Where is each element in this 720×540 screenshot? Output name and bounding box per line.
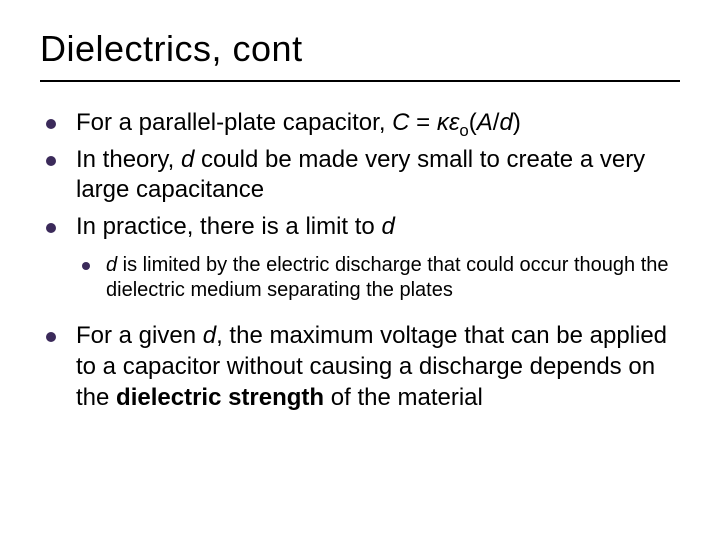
bullet-list: For a parallel-plate capacitor, C = κεo(…: [40, 108, 680, 413]
text-segment: o: [459, 121, 468, 140]
slide-title: Dielectrics, cont: [40, 28, 680, 82]
text-segment: d: [381, 213, 394, 240]
slide: Dielectrics, cont For a parallel-plate c…: [0, 0, 720, 540]
bullet-item: In practice, there is a limit to dd is l…: [40, 212, 680, 303]
text-segment: κε: [437, 109, 460, 136]
text-segment: d: [106, 254, 117, 276]
text-segment: A: [477, 109, 493, 136]
text-segment: of the material: [324, 384, 483, 411]
text-segment: =: [410, 109, 437, 136]
sub-bullet-item: d is limited by the electric discharge t…: [76, 253, 680, 303]
text-segment: d: [203, 322, 216, 349]
text-segment: dielectric strength: [116, 384, 324, 411]
text-segment: (: [469, 109, 477, 136]
text-segment: ): [513, 109, 521, 136]
bullet-item: For a given d, the maximum voltage that …: [40, 321, 680, 413]
text-segment: In theory,: [76, 146, 181, 173]
text-segment: For a given: [76, 322, 203, 349]
bullet-item: In theory, d could be made very small to…: [40, 145, 680, 206]
text-segment: d: [499, 109, 512, 136]
text-segment: For a parallel-plate capacitor,: [76, 109, 392, 136]
text-segment: d: [181, 146, 194, 173]
text-segment: C: [392, 109, 409, 136]
text-segment: In practice, there is a limit to: [76, 213, 381, 240]
sub-bullet-list: d is limited by the electric discharge t…: [76, 253, 680, 303]
bullet-item: For a parallel-plate capacitor, C = κεo(…: [40, 108, 680, 139]
text-segment: is limited by the electric discharge tha…: [106, 254, 669, 301]
